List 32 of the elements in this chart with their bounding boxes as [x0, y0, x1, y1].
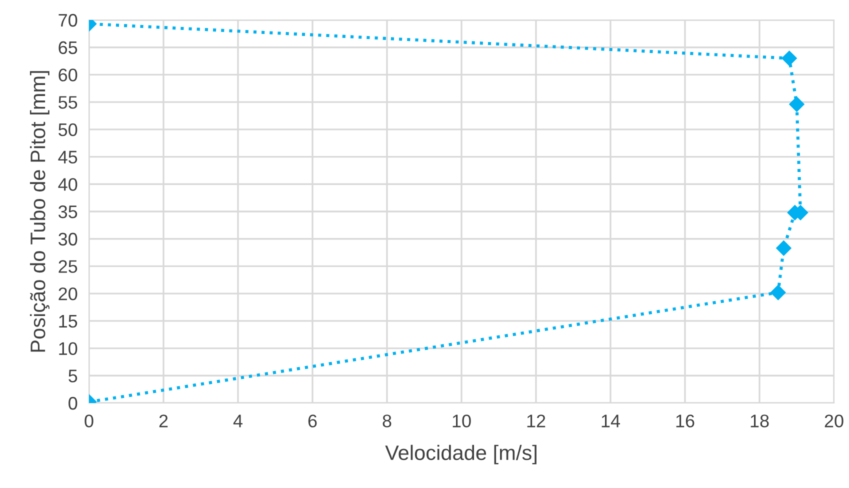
y-tick-label: 15	[59, 315, 78, 328]
point	[770, 284, 786, 300]
y-tick-label: 5	[68, 370, 78, 382]
y-tick-label: 60	[58, 68, 78, 82]
y-tick-label: 70	[58, 14, 78, 27]
y-tick-label: 35	[58, 205, 78, 218]
y-tick-label: 55	[58, 96, 78, 109]
x-tick-label: 18	[750, 414, 769, 428]
y-tick-label: 20	[58, 288, 78, 300]
y-tick-label: 45	[58, 150, 78, 164]
y-tick-label: 50	[58, 123, 78, 136]
point	[782, 50, 797, 66]
y-tick-label: 40	[58, 178, 78, 191]
x-tick-label: 0	[84, 414, 94, 428]
y-tick-label: 0	[68, 396, 78, 410]
x-tick-label: 16	[676, 414, 694, 428]
x-tick-label: 20	[824, 414, 844, 428]
y-tick-label: 10	[59, 342, 78, 356]
x-tick-label: 14	[602, 414, 620, 428]
x-tick-label: 6	[308, 414, 317, 428]
point	[789, 96, 804, 112]
x-tick-label: 8	[382, 414, 392, 428]
x-axis-title: Velocidade [m/s]	[385, 444, 536, 464]
x-tick-label: 4	[233, 414, 242, 428]
y-tick-label: 25	[58, 260, 78, 273]
y-axis-title: Posição do Tubo de Pitot [mm]	[30, 71, 50, 352]
x-tick-label: 2	[159, 414, 168, 428]
y-tick-label: 65	[58, 41, 78, 54]
x-tick-label: 10	[452, 414, 471, 428]
y-tick-label: 30	[58, 232, 78, 246]
point	[776, 240, 792, 256]
x-tick-label: 12	[527, 414, 546, 428]
